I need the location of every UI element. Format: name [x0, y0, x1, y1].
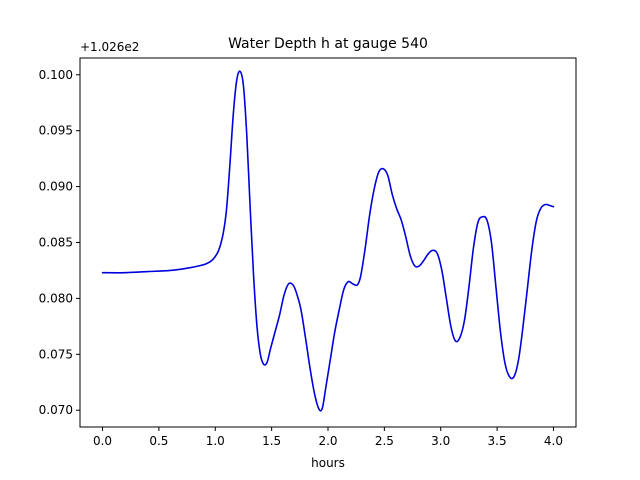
- x-tick-label: 2.5: [375, 434, 394, 448]
- y-tick-label: 0.100: [39, 68, 73, 82]
- y-tick-label: 0.085: [39, 236, 73, 250]
- y-tick-label: 0.090: [39, 180, 73, 194]
- y-tick-label: 0.070: [39, 403, 73, 417]
- y-offset-label: +1.026e2: [80, 40, 139, 54]
- x-tick-label: 4.0: [544, 434, 563, 448]
- x-tick-label: 0.0: [93, 434, 112, 448]
- x-axis: 0.0 0.5 1.0 1.5 2.0 2.5 3.0 3.5 4.0: [93, 427, 563, 448]
- x-tick-label: 2.0: [318, 434, 337, 448]
- y-tick-label: 0.095: [39, 124, 73, 138]
- x-tick-label: 3.0: [431, 434, 450, 448]
- x-tick-label: 0.5: [149, 434, 168, 448]
- chart-title: Water Depth h at gauge 540: [228, 36, 428, 52]
- x-tick-label: 1.0: [206, 434, 225, 448]
- x-tick-label: 1.5: [262, 434, 281, 448]
- x-tick-label: 3.5: [488, 434, 507, 448]
- y-tick-label: 0.080: [39, 291, 73, 305]
- plot-area: [79, 57, 577, 428]
- x-axis-label: hours: [311, 456, 345, 470]
- y-tick-label: 0.075: [39, 347, 73, 361]
- y-axis: 0.070 0.075 0.080 0.085 0.090 0.095 0.100: [39, 68, 80, 417]
- series-layer: [101, 70, 555, 412]
- series-line: [101, 70, 555, 412]
